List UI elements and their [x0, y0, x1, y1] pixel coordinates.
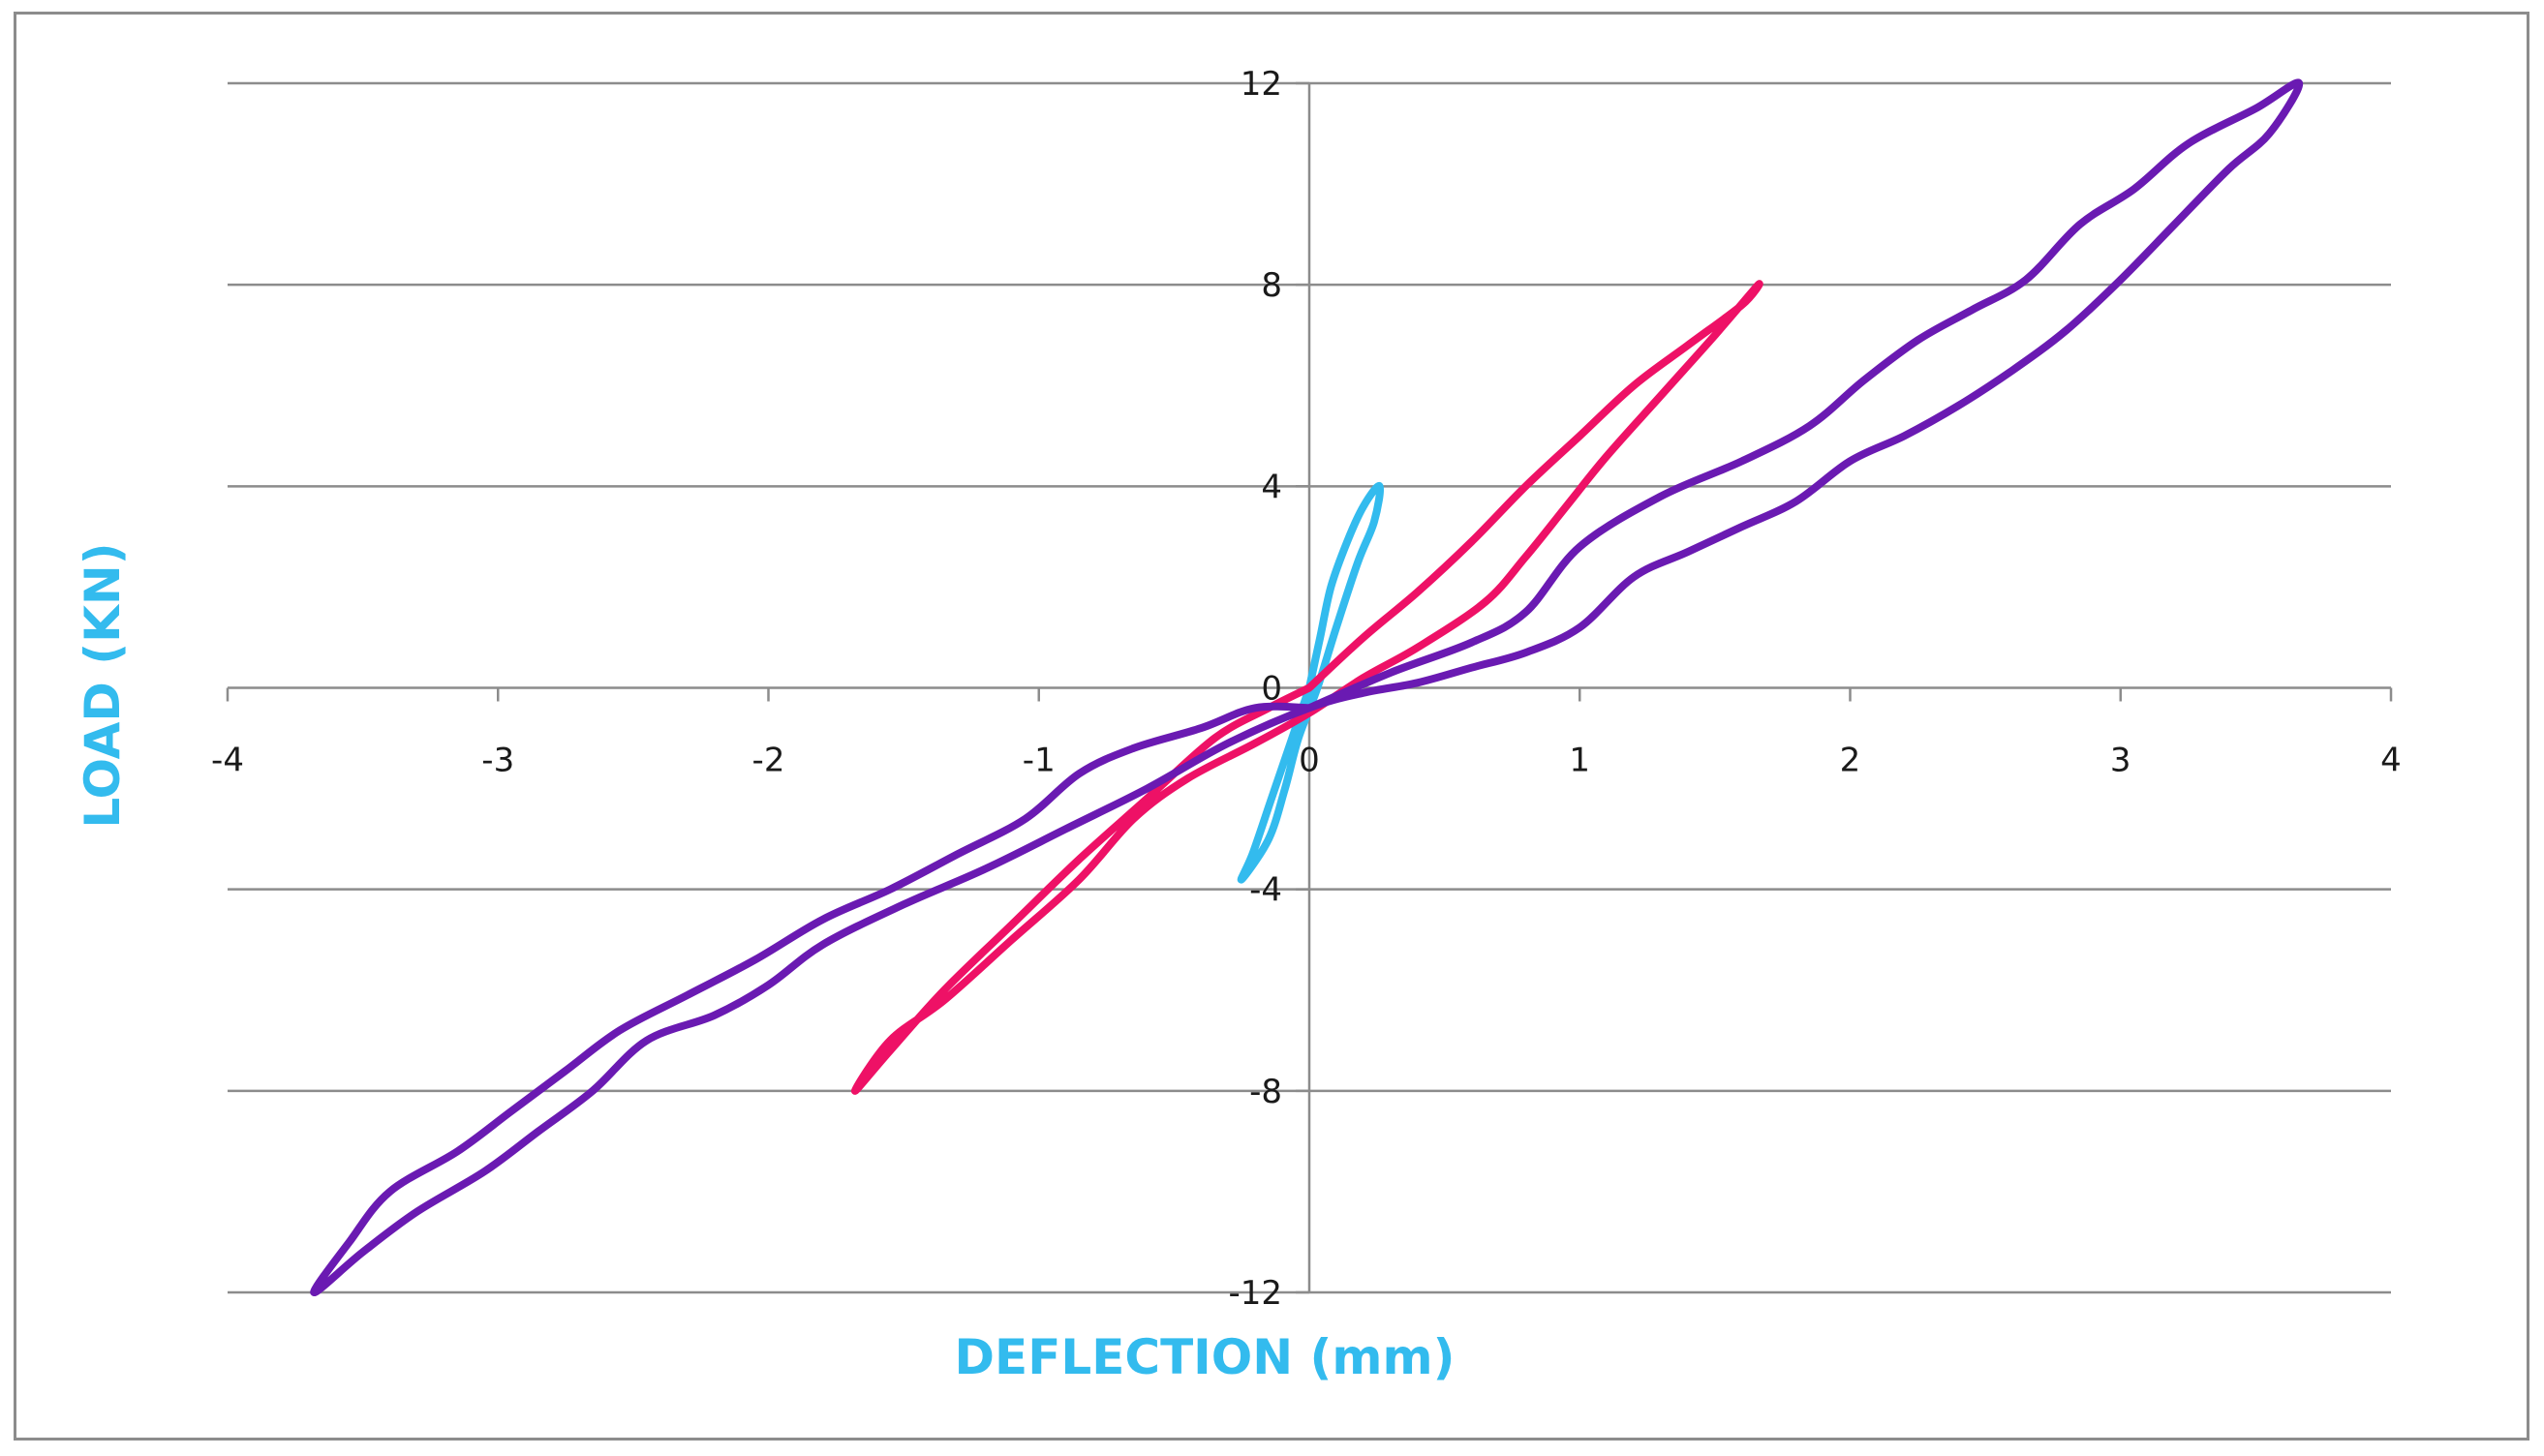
y-tick-label: 12 — [1241, 65, 1282, 104]
series-group — [310, 78, 2304, 1297]
y-axis-title: LOAD (KN) — [75, 542, 131, 828]
y-tick-label: 0 — [1261, 670, 1282, 709]
y-tick-label: 8 — [1261, 266, 1282, 305]
y-tick-label: 4 — [1261, 468, 1282, 506]
x-tick-label: -2 — [752, 742, 785, 780]
series-line-cycle-4kn — [1237, 482, 1385, 884]
series-line-cycle-12kn — [310, 78, 2304, 1297]
x-tick-label: -1 — [1023, 742, 1056, 780]
x-tick-label: -4 — [211, 742, 244, 780]
y-tick-label: -4 — [1249, 871, 1282, 910]
x-tick-label: -3 — [481, 742, 514, 780]
chart-area: -4 -3 -2 -1 0 1 2 3 4 12 8 4 0 -4 -8 -12 DEFLECTION (mm… — [14, 12, 2529, 1441]
x-tick-label: 1 — [1569, 742, 1590, 780]
series-line-cycle-8kn — [850, 280, 1763, 1095]
x-tick-label: 3 — [2110, 742, 2131, 780]
x-axis-title: DEFLECTION (mm) — [955, 1329, 1456, 1385]
y-tick-label: -8 — [1249, 1073, 1282, 1111]
x-tick-label: 4 — [2380, 742, 2402, 780]
y-tick-label: -12 — [1228, 1274, 1282, 1313]
x-tick-label: 0 — [1299, 742, 1320, 780]
x-tick-label: 2 — [1840, 742, 1861, 780]
